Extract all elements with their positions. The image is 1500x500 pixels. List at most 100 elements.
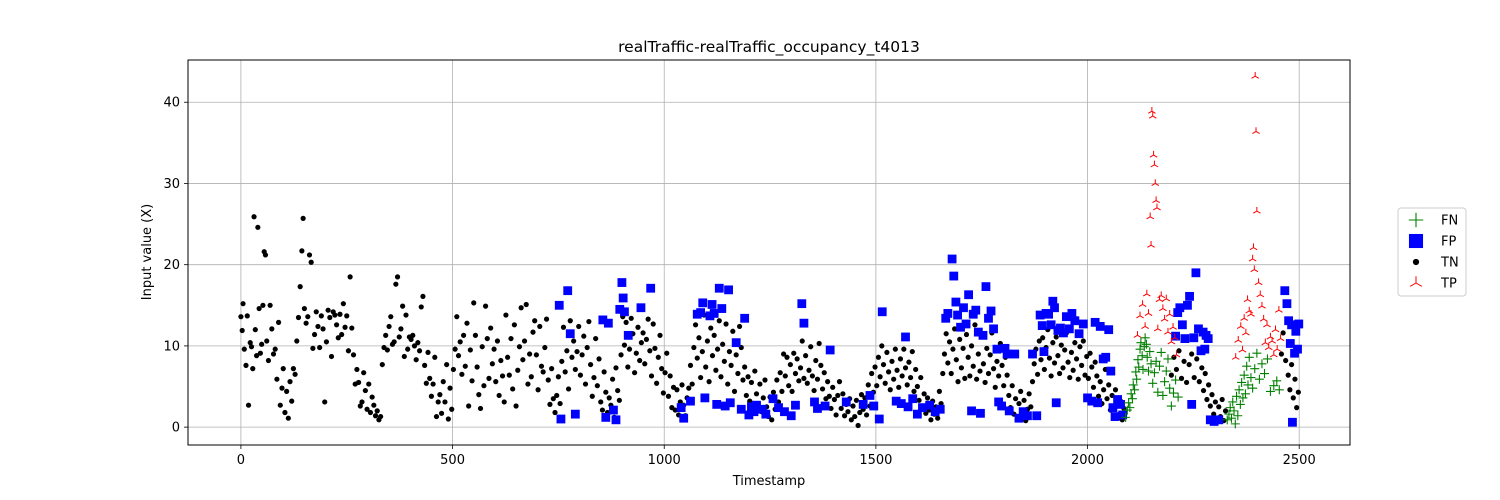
fn-point [1135,344,1145,354]
fp-point [949,271,959,281]
tn-point [565,386,572,392]
tn-point [493,379,499,385]
fp-point [1035,310,1045,320]
tn-point [571,338,577,344]
tn-point [1295,389,1301,395]
fp-point [676,403,686,413]
tn-point [642,361,648,367]
tn-point [411,343,418,349]
fp-point [1046,320,1056,330]
tn-point [1199,365,1205,371]
tn-point [416,348,423,354]
tn-point [1216,404,1222,410]
fp-point [707,300,717,309]
tn-point [660,390,666,396]
tn-point [1222,408,1229,414]
tn-point [638,340,644,346]
tn-point [308,259,314,265]
fp-point [1280,286,1290,296]
fp-point [768,394,778,404]
tn-point [1292,376,1298,382]
fn-point [1222,415,1232,425]
fp-point [786,411,796,421]
fp-point [1010,349,1020,359]
fp-point [865,391,875,400]
tn-point [1106,382,1112,388]
tn-point [672,407,678,413]
tn-point [1060,365,1066,371]
tn-point [241,346,247,352]
tn-point [438,410,445,416]
tn-point [347,274,353,280]
tn-point [577,372,584,378]
tn-point [1058,342,1064,348]
tn-point [816,340,822,347]
tn-point [405,346,411,352]
tn-point [1202,370,1208,377]
fn-point [1259,369,1269,379]
fp-point [603,318,613,328]
tn-point [528,374,534,380]
tn-point [901,346,907,352]
fn-point [1137,351,1147,361]
fn-point [1142,352,1152,362]
tp-point [1138,300,1147,308]
fp-point [1214,415,1224,425]
tn-point [511,322,517,328]
tn-point [384,347,390,353]
tn-point [1070,367,1076,373]
tp-point [1238,345,1247,353]
tn-point [342,324,348,330]
tn-point [1055,353,1061,359]
tn-point [1082,372,1088,378]
tp-point [1231,353,1240,360]
tn-point [364,406,370,412]
fp-point [1185,291,1194,301]
tn-point [313,309,319,315]
fp-point [1090,317,1100,327]
tn-point [742,364,748,370]
tn-point [621,342,628,348]
tn-point [618,352,624,358]
tn-point [1094,373,1100,379]
tp-point [1149,150,1158,158]
tn-point [835,392,841,399]
fp-point [959,303,968,313]
fp-point [731,338,741,348]
tn-point [1009,383,1015,389]
tp-point [1153,203,1161,211]
fp-point [720,401,730,411]
tn-point [1028,404,1034,410]
tn-point [1050,340,1056,346]
fp-point [1037,321,1047,331]
tn-point [462,363,468,369]
tn-point [813,357,819,364]
tn-point [1278,351,1285,357]
tn-point [1186,361,1192,368]
tn-point [936,388,942,394]
tn-point [582,381,589,387]
tn-point [613,365,619,371]
tn-point [728,362,734,369]
tn-point [270,351,277,357]
tn-point [574,348,580,355]
fp-point [1171,331,1180,341]
fn-point [1262,354,1272,364]
tn-point [257,350,263,356]
tn-point [916,397,922,403]
fp-point [1093,398,1103,408]
tn-point [1006,392,1012,399]
fp-point [953,310,962,320]
tn-point [440,379,446,385]
fn-point [1274,385,1284,395]
tn-point [1206,382,1212,388]
tn-point [442,399,448,405]
tp-point [1264,343,1273,351]
fp-point [930,407,940,417]
legend-label-tp: TP [1440,277,1457,292]
tn-point [398,326,404,332]
tn-point [803,353,809,359]
fn-point [1272,376,1282,386]
fp-point [964,290,973,300]
